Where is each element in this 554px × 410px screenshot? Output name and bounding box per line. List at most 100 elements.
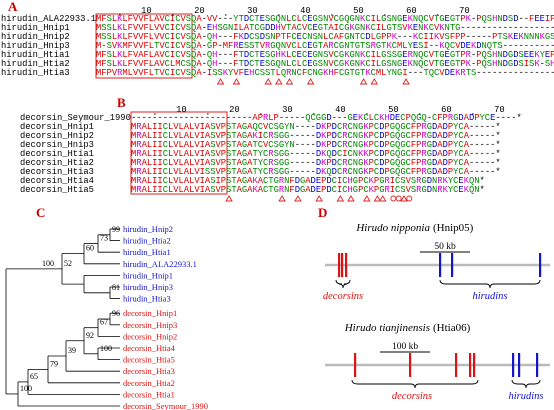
sequence-name: decorsin_Hnip2 [20, 131, 94, 141]
residue: F [302, 68, 307, 78]
residue: PP [381, 32, 392, 42]
residue: A [196, 23, 202, 33]
residue: DE [311, 176, 322, 186]
residue: R [342, 122, 348, 132]
residue: A [305, 185, 311, 195]
residue: ST [226, 140, 237, 150]
residue: GQGC [390, 158, 411, 168]
residue: A [237, 167, 243, 177]
residue: C [163, 149, 168, 159]
residue: I [170, 14, 175, 24]
residue: I [170, 68, 175, 78]
residue: C [175, 32, 180, 42]
residue: I [342, 149, 347, 159]
residue: K [369, 185, 375, 195]
residue: A [247, 149, 253, 159]
sequence: MRALIICLVLALVIASIPSTAGAKACTGRNFDGADEPDCI… [131, 176, 485, 186]
residue: C [374, 122, 379, 132]
residue: CS [395, 176, 406, 186]
decorsin-gene [469, 353, 472, 377]
residue: V [181, 41, 187, 51]
residue: D [332, 149, 337, 159]
residue: - [202, 32, 207, 42]
residue: A [437, 158, 443, 168]
residue: A [437, 131, 443, 141]
residue: A [247, 158, 253, 168]
residue: C [400, 113, 405, 123]
residue: T [281, 32, 286, 42]
residue: K [252, 176, 258, 186]
residue: R [421, 122, 427, 132]
residue: NNN [524, 32, 540, 42]
residue: GS [545, 32, 554, 42]
residue: D [476, 41, 481, 51]
residue: CT [249, 59, 260, 69]
residue: V [263, 122, 269, 132]
residue: -----* [469, 131, 501, 141]
residue: DE [460, 41, 471, 51]
residue: I [258, 131, 263, 141]
residue: H [212, 23, 217, 33]
residue: H [212, 50, 217, 60]
ruler-dot [172, 14, 174, 16]
residue: GSN [313, 59, 329, 69]
residue: E [445, 14, 450, 24]
residue: C [291, 41, 296, 51]
residue: D [432, 167, 437, 177]
residue: K [508, 32, 514, 42]
residue: F [334, 68, 339, 78]
residue: H [212, 32, 217, 42]
residue: C [374, 158, 379, 168]
ruler-number: 70 [494, 105, 505, 115]
residue: P [369, 122, 374, 132]
sequence: MRALIICLVLALVIASVPSTAGAKACTGRNFDGADEPDCI… [131, 185, 485, 195]
residue: VV [207, 14, 218, 24]
residue: L [112, 32, 117, 42]
residue: - [217, 41, 222, 51]
residue: R [421, 167, 427, 177]
residue: C [392, 41, 397, 51]
residue: C [337, 131, 342, 141]
residue: K [117, 41, 123, 51]
residue: L [112, 59, 117, 69]
residue: AF [334, 32, 345, 42]
residue: C [365, 14, 370, 24]
decorsin-gene [409, 353, 412, 377]
residue: TG [434, 59, 445, 69]
residue: FP [411, 131, 422, 141]
residue: T [239, 50, 244, 60]
residue: S [107, 50, 112, 60]
residue: C [291, 59, 296, 69]
residue: A [237, 122, 243, 132]
ruler-dot [119, 14, 121, 16]
residue: A [237, 140, 243, 150]
residue: R [408, 50, 414, 60]
residue: CG [334, 59, 345, 69]
residue: I [423, 41, 428, 51]
residue: D [244, 32, 249, 42]
residue: YC [453, 167, 464, 177]
hirudin-gene [451, 253, 454, 277]
residue: --- [408, 68, 424, 78]
residue: ---------------* [503, 41, 554, 51]
residue: L [112, 23, 117, 33]
residue: VP [215, 122, 226, 132]
residue: QS [482, 14, 493, 24]
residue: C [363, 185, 368, 195]
residue: TG [434, 50, 445, 60]
residue: Q [326, 167, 331, 177]
residue: L [286, 59, 291, 69]
residue: A [464, 122, 470, 132]
residue: G [427, 140, 432, 150]
residue: I [337, 176, 342, 186]
residue: M [131, 149, 136, 159]
residue: I [170, 50, 175, 60]
residue: D [332, 131, 337, 141]
residue: A [258, 185, 264, 195]
residue: ----* [495, 113, 521, 123]
residue: K [369, 176, 375, 186]
residue: D [379, 167, 384, 177]
residue: VP [215, 140, 226, 150]
residue: SQ [186, 32, 197, 42]
decorsin-gene [338, 253, 341, 277]
